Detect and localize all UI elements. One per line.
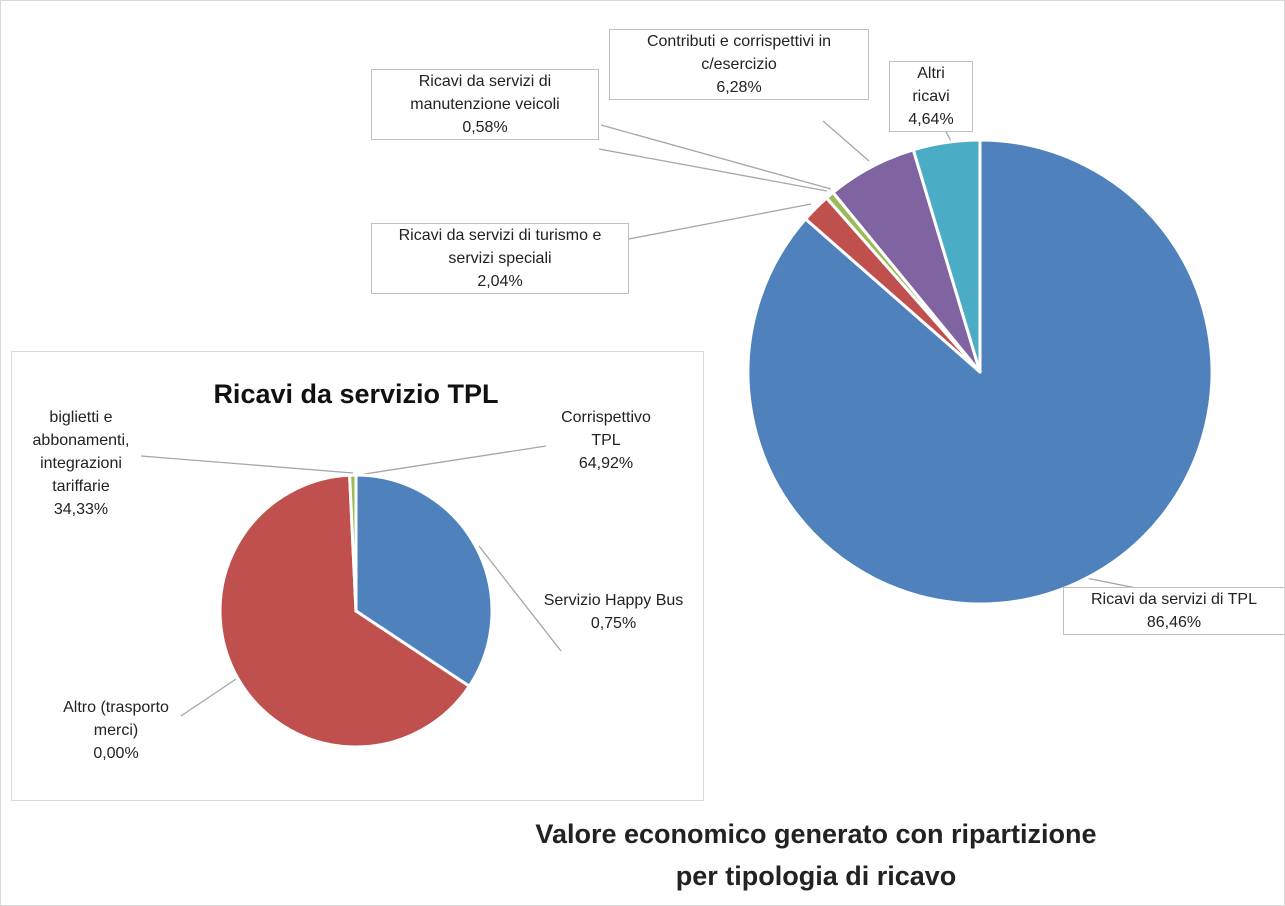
label-category: Ricavi da servizi di TPL [1091,591,1257,608]
leader-line [140,455,354,474]
label-category: Altro (trasporto merci) [63,699,169,739]
data-label: Corrispettivo TPL 64,92% [546,406,666,475]
data-label: Altri ricavi 4,64% [889,61,973,132]
data-label: Ricavi da servizi di TPL 86,46% [1063,587,1284,635]
data-label: Ricavi da servizi di manutenzione veicol… [371,69,599,140]
inner-chart-frame [11,351,704,801]
leader-lines [140,118,1152,717]
label-category: Servizio Happy Bus [543,592,684,609]
chart-title: Valore economico generato con ripartizio… [535,819,1097,891]
label-value: 86,46% [1146,614,1202,631]
label-category: Ricavi da servizi di turismo e servizi s… [398,227,602,267]
inner-chart-title: Ricavi da servizio TPL [213,379,499,409]
pie-slice [218,473,471,749]
label-value: 0,58% [462,119,508,136]
pie-slice [911,138,982,374]
data-label: Altro (trasporto merci) 0,00% [41,696,191,765]
leader-line [478,545,562,652]
leader-line [600,124,832,190]
data-label: Ricavi da servizi di turismo e servizi s… [371,223,629,294]
leader-line [628,203,812,240]
label-value: 2,04% [477,273,523,290]
label-category: Ricavi da servizi di manutenzione veicol… [410,73,560,113]
label-value: 0,00% [93,745,139,762]
label-category: Corrispettivo TPL [561,409,651,449]
label-value: 0,75% [590,615,637,632]
label-value: 64,92% [578,455,634,472]
label-value: 6,28% [716,79,762,96]
leader-line [357,445,547,476]
label-value: 34,33% [53,501,109,518]
leader-line [598,148,828,192]
label-value: 4,64% [908,111,954,128]
label-category: biglietti e abbonamenti, integrazioni ta… [32,409,130,495]
label-category: Altri ricavi [912,65,950,105]
data-label: Servizio Happy Bus 0,75% [541,589,686,635]
data-label: Contributi e corrispettivi in c/esercizi… [609,29,869,100]
leader-line [822,120,870,162]
leader-line [180,678,237,717]
label-category: Contributi e corrispettivi in c/esercizi… [646,33,832,73]
data-label: biglietti e abbonamenti, integrazioni ta… [21,406,141,521]
